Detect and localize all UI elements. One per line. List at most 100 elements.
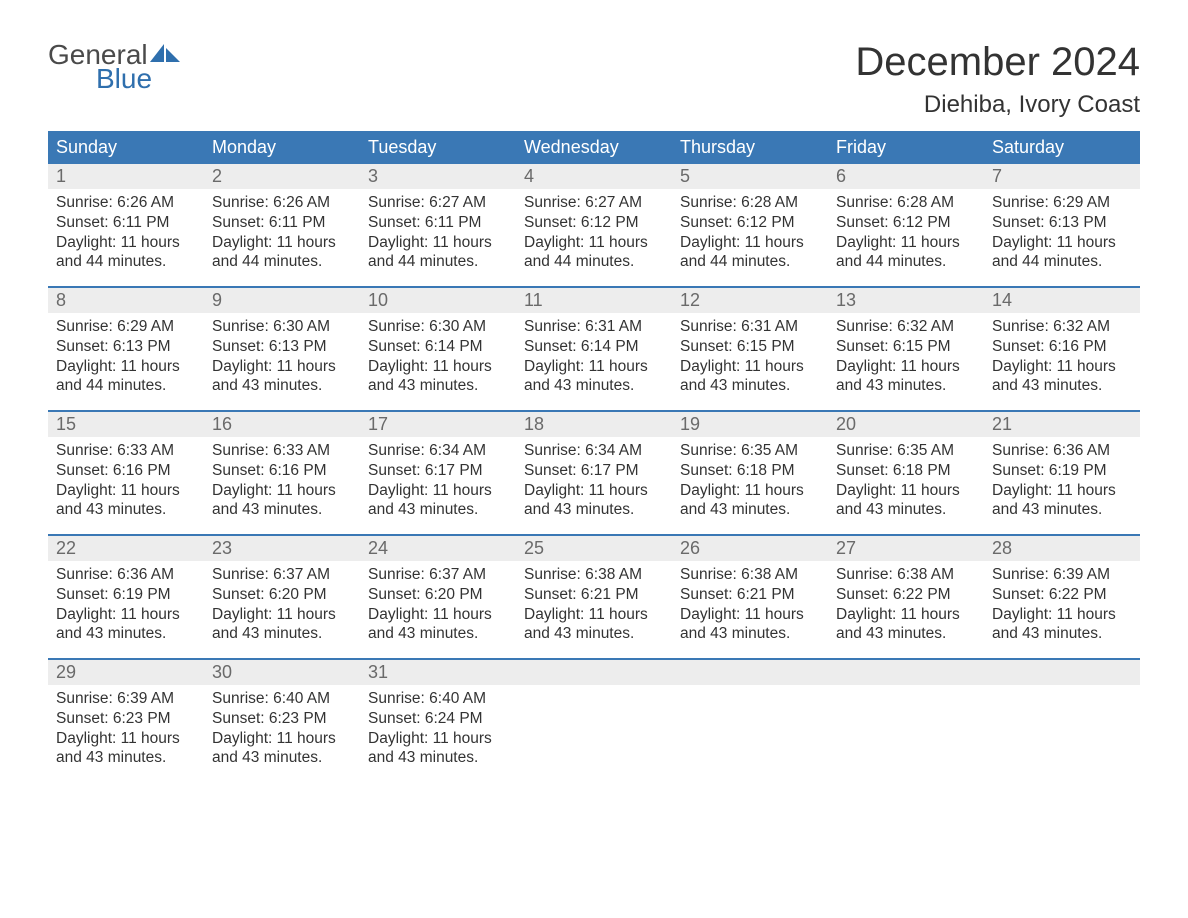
daylight-line2: and 43 minutes. [368, 376, 508, 396]
day-number: 15 [48, 412, 204, 437]
daylight-line2: and 43 minutes. [56, 748, 196, 768]
day-body: Sunrise: 6:30 AMSunset: 6:14 PMDaylight:… [360, 313, 516, 396]
day-body: Sunrise: 6:36 AMSunset: 6:19 PMDaylight:… [984, 437, 1140, 520]
daylight-line1: Daylight: 11 hours [680, 233, 820, 253]
daylight-line2: and 43 minutes. [212, 748, 352, 768]
day-body: Sunrise: 6:29 AMSunset: 6:13 PMDaylight:… [48, 313, 204, 396]
day-body: Sunrise: 6:38 AMSunset: 6:21 PMDaylight:… [516, 561, 672, 644]
daylight-line2: and 43 minutes. [992, 376, 1132, 396]
day-number [516, 660, 672, 685]
daylight-line2: and 43 minutes. [680, 624, 820, 644]
sunset-text: Sunset: 6:13 PM [212, 337, 352, 357]
daylight-line2: and 44 minutes. [992, 252, 1132, 272]
header-region: General Blue December 2024 Diehiba, Ivor… [48, 40, 1140, 119]
calendar-day-cell: 7Sunrise: 6:29 AMSunset: 6:13 PMDaylight… [984, 164, 1140, 286]
daylight-line1: Daylight: 11 hours [56, 357, 196, 377]
daylight-line1: Daylight: 11 hours [680, 605, 820, 625]
day-body: Sunrise: 6:40 AMSunset: 6:23 PMDaylight:… [204, 685, 360, 768]
sunrise-text: Sunrise: 6:34 AM [368, 441, 508, 461]
sunset-text: Sunset: 6:20 PM [368, 585, 508, 605]
day-body: Sunrise: 6:31 AMSunset: 6:14 PMDaylight:… [516, 313, 672, 396]
daylight-line1: Daylight: 11 hours [368, 605, 508, 625]
sunset-text: Sunset: 6:12 PM [836, 213, 976, 233]
daylight-line1: Daylight: 11 hours [56, 729, 196, 749]
day-number: 22 [48, 536, 204, 561]
daylight-line2: and 44 minutes. [368, 252, 508, 272]
calendar-day-cell: 31Sunrise: 6:40 AMSunset: 6:24 PMDayligh… [360, 660, 516, 782]
day-number: 3 [360, 164, 516, 189]
sunset-text: Sunset: 6:11 PM [368, 213, 508, 233]
sunrise-text: Sunrise: 6:38 AM [524, 565, 664, 585]
daylight-line2: and 43 minutes. [524, 500, 664, 520]
calendar-day-cell: 28Sunrise: 6:39 AMSunset: 6:22 PMDayligh… [984, 536, 1140, 658]
daylight-line1: Daylight: 11 hours [368, 729, 508, 749]
daylight-line2: and 43 minutes. [524, 624, 664, 644]
day-body: Sunrise: 6:37 AMSunset: 6:20 PMDaylight:… [204, 561, 360, 644]
day-number: 9 [204, 288, 360, 313]
day-number: 16 [204, 412, 360, 437]
calendar-day-cell: 17Sunrise: 6:34 AMSunset: 6:17 PMDayligh… [360, 412, 516, 534]
sunrise-text: Sunrise: 6:26 AM [56, 193, 196, 213]
header-sunday: Sunday [48, 131, 204, 164]
day-number [828, 660, 984, 685]
day-body: Sunrise: 6:27 AMSunset: 6:12 PMDaylight:… [516, 189, 672, 272]
sunrise-text: Sunrise: 6:38 AM [836, 565, 976, 585]
day-number: 8 [48, 288, 204, 313]
day-number: 19 [672, 412, 828, 437]
calendar-day-cell: 9Sunrise: 6:30 AMSunset: 6:13 PMDaylight… [204, 288, 360, 410]
sunrise-text: Sunrise: 6:31 AM [524, 317, 664, 337]
day-number: 18 [516, 412, 672, 437]
daylight-line2: and 43 minutes. [56, 624, 196, 644]
day-body: Sunrise: 6:39 AMSunset: 6:22 PMDaylight:… [984, 561, 1140, 644]
calendar-day-cell: 29Sunrise: 6:39 AMSunset: 6:23 PMDayligh… [48, 660, 204, 782]
sunset-text: Sunset: 6:13 PM [992, 213, 1132, 233]
day-number: 10 [360, 288, 516, 313]
calendar-day-cell: 4Sunrise: 6:27 AMSunset: 6:12 PMDaylight… [516, 164, 672, 286]
sunrise-text: Sunrise: 6:33 AM [56, 441, 196, 461]
day-number: 30 [204, 660, 360, 685]
calendar-week: 22Sunrise: 6:36 AMSunset: 6:19 PMDayligh… [48, 534, 1140, 658]
daylight-line2: and 43 minutes. [212, 376, 352, 396]
sunrise-text: Sunrise: 6:28 AM [836, 193, 976, 213]
daylight-line1: Daylight: 11 hours [212, 605, 352, 625]
header-saturday: Saturday [984, 131, 1140, 164]
day-number: 25 [516, 536, 672, 561]
daylight-line1: Daylight: 11 hours [992, 233, 1132, 253]
daylight-line1: Daylight: 11 hours [524, 481, 664, 501]
sunset-text: Sunset: 6:18 PM [836, 461, 976, 481]
day-number: 2 [204, 164, 360, 189]
sunset-text: Sunset: 6:23 PM [56, 709, 196, 729]
daylight-line1: Daylight: 11 hours [368, 357, 508, 377]
daylight-line2: and 43 minutes. [680, 500, 820, 520]
day-body: Sunrise: 6:37 AMSunset: 6:20 PMDaylight:… [360, 561, 516, 644]
day-number [984, 660, 1140, 685]
daylight-line1: Daylight: 11 hours [212, 233, 352, 253]
calendar: Sunday Monday Tuesday Wednesday Thursday… [48, 131, 1140, 782]
daylight-line1: Daylight: 11 hours [836, 481, 976, 501]
day-number: 23 [204, 536, 360, 561]
day-body: Sunrise: 6:26 AMSunset: 6:11 PMDaylight:… [48, 189, 204, 272]
sunset-text: Sunset: 6:14 PM [524, 337, 664, 357]
day-body: Sunrise: 6:35 AMSunset: 6:18 PMDaylight:… [828, 437, 984, 520]
sunrise-text: Sunrise: 6:26 AM [212, 193, 352, 213]
day-number: 1 [48, 164, 204, 189]
calendar-day-cell: 20Sunrise: 6:35 AMSunset: 6:18 PMDayligh… [828, 412, 984, 534]
header-thursday: Thursday [672, 131, 828, 164]
calendar-day-cell: 8Sunrise: 6:29 AMSunset: 6:13 PMDaylight… [48, 288, 204, 410]
daylight-line1: Daylight: 11 hours [524, 357, 664, 377]
daylight-line2: and 43 minutes. [368, 748, 508, 768]
sunset-text: Sunset: 6:21 PM [680, 585, 820, 605]
day-body: Sunrise: 6:33 AMSunset: 6:16 PMDaylight:… [204, 437, 360, 520]
daylight-line2: and 43 minutes. [680, 376, 820, 396]
day-body: Sunrise: 6:32 AMSunset: 6:16 PMDaylight:… [984, 313, 1140, 396]
day-number: 6 [828, 164, 984, 189]
location-label: Diehiba, Ivory Coast [855, 91, 1140, 119]
daylight-line2: and 43 minutes. [992, 500, 1132, 520]
sunset-text: Sunset: 6:18 PM [680, 461, 820, 481]
day-body: Sunrise: 6:27 AMSunset: 6:11 PMDaylight:… [360, 189, 516, 272]
daylight-line2: and 43 minutes. [212, 500, 352, 520]
calendar-day-cell: 19Sunrise: 6:35 AMSunset: 6:18 PMDayligh… [672, 412, 828, 534]
day-body: Sunrise: 6:26 AMSunset: 6:11 PMDaylight:… [204, 189, 360, 272]
day-number: 4 [516, 164, 672, 189]
sunrise-text: Sunrise: 6:36 AM [992, 441, 1132, 461]
